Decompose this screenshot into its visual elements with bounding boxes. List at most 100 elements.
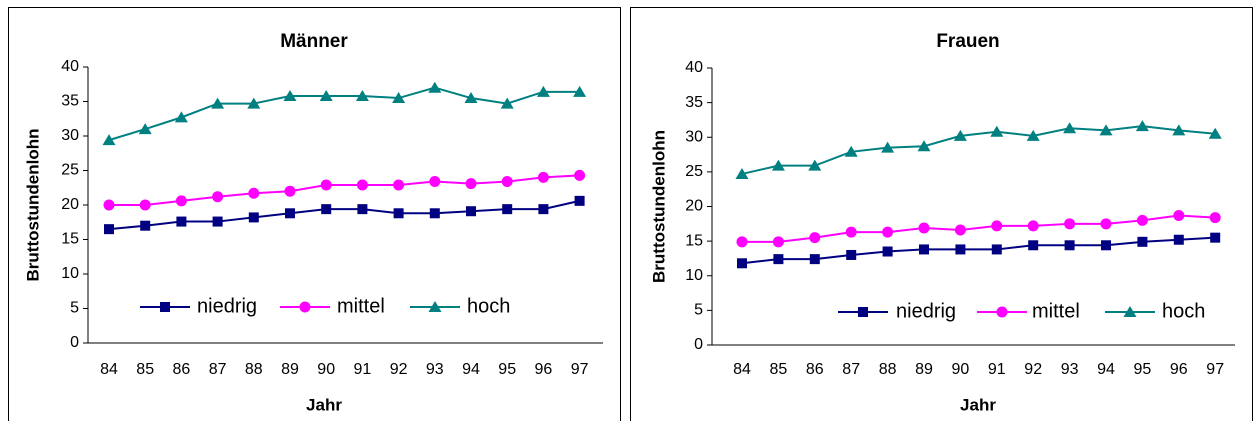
marker [429, 176, 441, 188]
x-tick-label: 84 [733, 361, 751, 378]
y-tick-label: 15 [61, 231, 79, 248]
x-tick-label: 84 [100, 361, 118, 378]
marker [1210, 232, 1221, 243]
y-tick-label: 25 [685, 163, 703, 180]
x-tick-label: 88 [879, 361, 897, 378]
y-axis-label: Bruttostundenlohn [649, 130, 668, 283]
x-tick-label: 97 [1206, 361, 1224, 378]
marker [1026, 129, 1040, 141]
marker [918, 222, 930, 234]
y-tick-label: 40 [61, 58, 79, 75]
x-tick-label: 92 [1024, 361, 1042, 378]
x-tick-label: 85 [770, 361, 788, 378]
x-tick-label: 86 [173, 361, 191, 378]
marker [1100, 218, 1112, 230]
y-tick-label: 40 [685, 59, 703, 76]
marker [247, 97, 261, 109]
x-tick-label: 85 [136, 361, 154, 378]
y-tick-label: 10 [685, 267, 703, 284]
y-tick-label: 5 [70, 300, 79, 317]
marker [357, 204, 368, 215]
series-line [741, 125, 1216, 175]
x-tick-label: 90 [952, 361, 970, 378]
marker [1028, 240, 1039, 251]
marker [429, 208, 440, 219]
x-tick-label: 93 [426, 361, 444, 378]
marker [1063, 122, 1077, 134]
marker [356, 179, 368, 191]
legend-label: hoch [467, 295, 510, 317]
y-tick-label: 5 [694, 302, 703, 319]
marker [502, 204, 513, 215]
marker [392, 92, 406, 104]
marker [428, 81, 442, 93]
marker [1136, 214, 1148, 226]
marker [809, 232, 821, 244]
legend-label: niedrig [896, 300, 956, 322]
x-tick-label: 87 [842, 361, 860, 378]
chart-title: Männer [280, 31, 348, 52]
marker [773, 254, 784, 265]
marker [955, 244, 966, 255]
y-tick-label: 35 [61, 93, 79, 110]
marker [996, 306, 1008, 318]
x-tick-label: 89 [281, 361, 299, 378]
marker [175, 195, 187, 207]
marker [881, 141, 895, 153]
marker [1173, 234, 1184, 245]
y-tick-label: 0 [70, 334, 79, 351]
marker [809, 254, 820, 265]
legend-label: mittel [337, 295, 385, 317]
marker [428, 301, 442, 312]
marker [355, 89, 369, 101]
marker [283, 89, 297, 101]
marker [882, 246, 893, 257]
marker [139, 199, 151, 211]
x-tick-label: 88 [245, 361, 263, 378]
y-tick-label: 30 [61, 127, 79, 144]
marker [284, 185, 296, 197]
series-line [109, 174, 580, 206]
marker [537, 171, 549, 183]
marker [954, 224, 966, 236]
marker [1208, 127, 1222, 139]
y-tick-label: 35 [685, 94, 703, 111]
marker [211, 97, 225, 109]
y-tick-label: 20 [61, 196, 79, 213]
marker [808, 159, 822, 171]
marker [102, 134, 116, 146]
x-tick-label: 97 [571, 361, 589, 378]
marker [212, 216, 223, 227]
x-tick-label: 92 [390, 361, 408, 378]
marker [574, 195, 585, 206]
marker [990, 125, 1004, 137]
x-tick-label: 91 [988, 361, 1006, 378]
series-line [108, 199, 580, 231]
x-tick-label: 95 [1134, 361, 1152, 378]
x-tick-label: 94 [1097, 361, 1115, 378]
x-tick-label: 90 [317, 361, 335, 378]
marker [1209, 212, 1221, 224]
marker [176, 216, 187, 227]
marker [1135, 120, 1149, 132]
x-tick-label: 96 [1170, 361, 1188, 378]
marker [844, 145, 858, 157]
series-line [742, 214, 1216, 243]
marker [737, 258, 747, 269]
marker [1172, 124, 1186, 136]
marker [536, 85, 550, 97]
marker [772, 236, 784, 248]
marker [320, 179, 332, 191]
marker [248, 212, 259, 223]
marker [160, 302, 170, 312]
x-tick-label: 93 [1061, 361, 1079, 378]
marker [321, 204, 332, 215]
marker [573, 85, 587, 97]
marker [319, 89, 333, 101]
marker [771, 159, 785, 171]
y-tick-label: 15 [685, 232, 703, 249]
marker [953, 129, 967, 141]
marker [845, 226, 857, 238]
y-tick-label: 0 [694, 336, 703, 353]
marker [858, 307, 868, 317]
